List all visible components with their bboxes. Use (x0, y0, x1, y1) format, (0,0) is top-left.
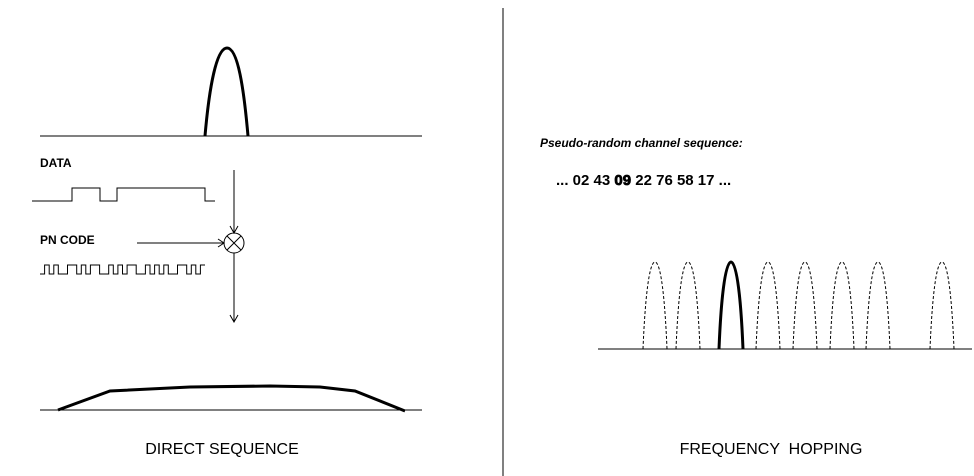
channel (755, 261, 781, 350)
mixer-cross (226, 235, 242, 251)
narrow-spectrum (203, 46, 250, 137)
ds-title: DIRECT SEQUENCE (145, 441, 299, 458)
spread-spectrum (57, 384, 406, 413)
channels (642, 260, 955, 350)
active-channel (717, 260, 745, 350)
pn-code-label: PN CODE (40, 233, 95, 247)
pn-waveform (40, 264, 205, 275)
arrow-head (229, 314, 239, 324)
channel (792, 261, 818, 350)
sequence-part: 22 76 58 17 ... (635, 172, 731, 189)
sequence-highlight: 09 (614, 172, 631, 189)
fh-title: FREQUENCY HOPPING (680, 441, 863, 458)
channel-sequence: ... 02 43 09 22 76 58 17 ... (556, 172, 731, 189)
channel (829, 261, 855, 350)
data-waveform (32, 187, 215, 202)
channel (865, 261, 891, 350)
sequence-part: ... 02 43 (556, 172, 610, 189)
channel (642, 261, 668, 350)
fh-caption: Pseudo-random channel sequence: (540, 136, 743, 150)
data-label: DATA (40, 156, 72, 170)
channel (675, 261, 701, 350)
channel (929, 261, 955, 350)
